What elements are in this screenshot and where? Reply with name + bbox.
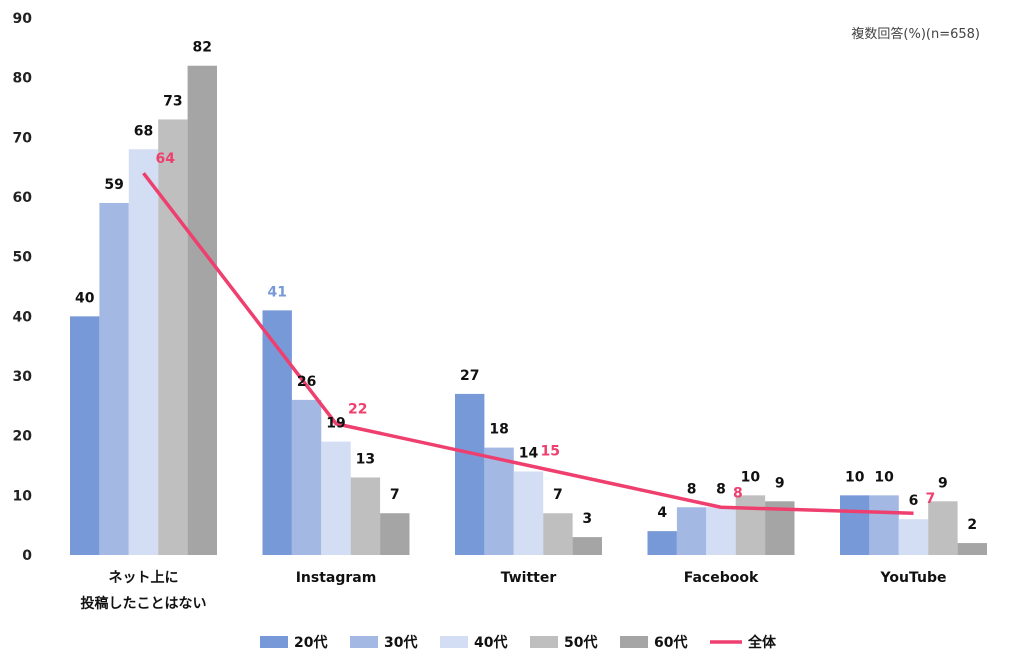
legend-swatch: [530, 636, 558, 648]
overall-value-label: 7: [926, 491, 936, 507]
bar: [99, 202, 129, 555]
legend: 20代 30代 40代 50代 60代 全体: [260, 634, 777, 651]
bar: [187, 65, 217, 555]
legend-swatch: [350, 636, 378, 648]
overall-value-label: 8: [733, 485, 743, 501]
y-tick-label: 80: [13, 71, 33, 87]
bar: [158, 119, 188, 555]
legend-label: 30代: [384, 634, 417, 651]
y-tick-label: 10: [13, 488, 33, 504]
legend-label: 40代: [474, 634, 507, 651]
y-tick-label: 40: [13, 309, 33, 325]
bar-value-label: 19: [326, 416, 345, 432]
overall-value-label: 64: [156, 151, 176, 167]
bar: [350, 477, 381, 555]
bar-value-label: 2: [967, 517, 977, 533]
bar-value-label: 13: [356, 451, 375, 467]
bar-value-label: 14: [519, 445, 539, 461]
bar: [321, 441, 351, 555]
bar-value-label: 41: [267, 284, 286, 300]
overall-value-label: 15: [541, 444, 560, 460]
category-label: Twitter: [501, 570, 557, 586]
category-label: ネット上に: [109, 570, 179, 586]
y-tick-label: 0: [22, 548, 32, 564]
y-tick-label: 50: [13, 250, 33, 266]
bar-value-label: 4: [657, 505, 667, 521]
bar-value-label: 10: [845, 469, 865, 485]
overall-line: [142, 172, 914, 515]
bar: [676, 507, 707, 555]
bar: [513, 471, 544, 555]
category-label: YouTube: [880, 570, 947, 586]
category-label: Facebook: [684, 570, 759, 586]
bar: [898, 519, 929, 555]
y-tick-label: 70: [13, 130, 33, 146]
category-label: 投稿したことはない: [81, 595, 207, 612]
bar-value-label: 59: [104, 177, 123, 193]
legend-label: 60代: [654, 634, 687, 651]
bar: [380, 513, 410, 555]
y-tick-label: 30: [13, 369, 33, 385]
bar-value-label: 9: [775, 475, 785, 491]
bar-value-label: 7: [553, 487, 563, 503]
bar: [70, 316, 100, 555]
bar: [647, 531, 677, 555]
bar-value-label: 3: [582, 511, 592, 527]
bar: [291, 399, 322, 555]
overall-series-line: [142, 172, 914, 515]
y-tick-label: 90: [13, 11, 33, 27]
y-tick-label: 20: [13, 429, 33, 445]
bar-value-label: 18: [489, 422, 508, 438]
bars: [70, 65, 987, 555]
bar-value-label: 82: [193, 40, 212, 56]
chart-note: 複数回答(%)(n=658): [851, 26, 980, 42]
bar-value-label: 10: [741, 469, 761, 485]
bar: [455, 393, 485, 555]
bar: [128, 149, 159, 555]
category-label: Instagram: [296, 570, 377, 586]
bar-value-label: 7: [390, 487, 400, 503]
bar: [262, 310, 292, 555]
bar: [928, 501, 958, 555]
bar: [572, 537, 602, 555]
bar: [840, 495, 870, 555]
bar: [957, 543, 987, 555]
bar-value-label: 26: [297, 374, 316, 390]
legend-swatch: [260, 636, 288, 648]
bar: [869, 495, 899, 555]
bar: [484, 447, 514, 555]
bar-value-label: 6: [909, 493, 919, 509]
bar: [543, 513, 573, 555]
bar-value-label: 8: [716, 481, 726, 497]
bar-value-label: 9: [938, 475, 948, 491]
bar: [706, 507, 736, 555]
legend-label: 全体: [747, 634, 777, 651]
legend-swatch: [440, 636, 468, 648]
legend-label: 20代: [294, 634, 327, 651]
overall-value-label: 22: [348, 402, 367, 418]
bar-value-label: 73: [163, 93, 182, 109]
bar-value-label: 27: [460, 368, 479, 384]
bar-value-label: 10: [874, 469, 894, 485]
y-axis: 0 10 20 30 40 50 60 70 80 90: [13, 11, 33, 564]
legend-swatch: [620, 636, 648, 648]
bar: [735, 495, 766, 555]
bar-value-label: 68: [134, 123, 153, 139]
bar-value-label: 8: [687, 481, 697, 497]
bar-value-label: 40: [75, 290, 95, 306]
y-tick-label: 60: [13, 190, 33, 206]
legend-label: 50代: [564, 634, 597, 651]
